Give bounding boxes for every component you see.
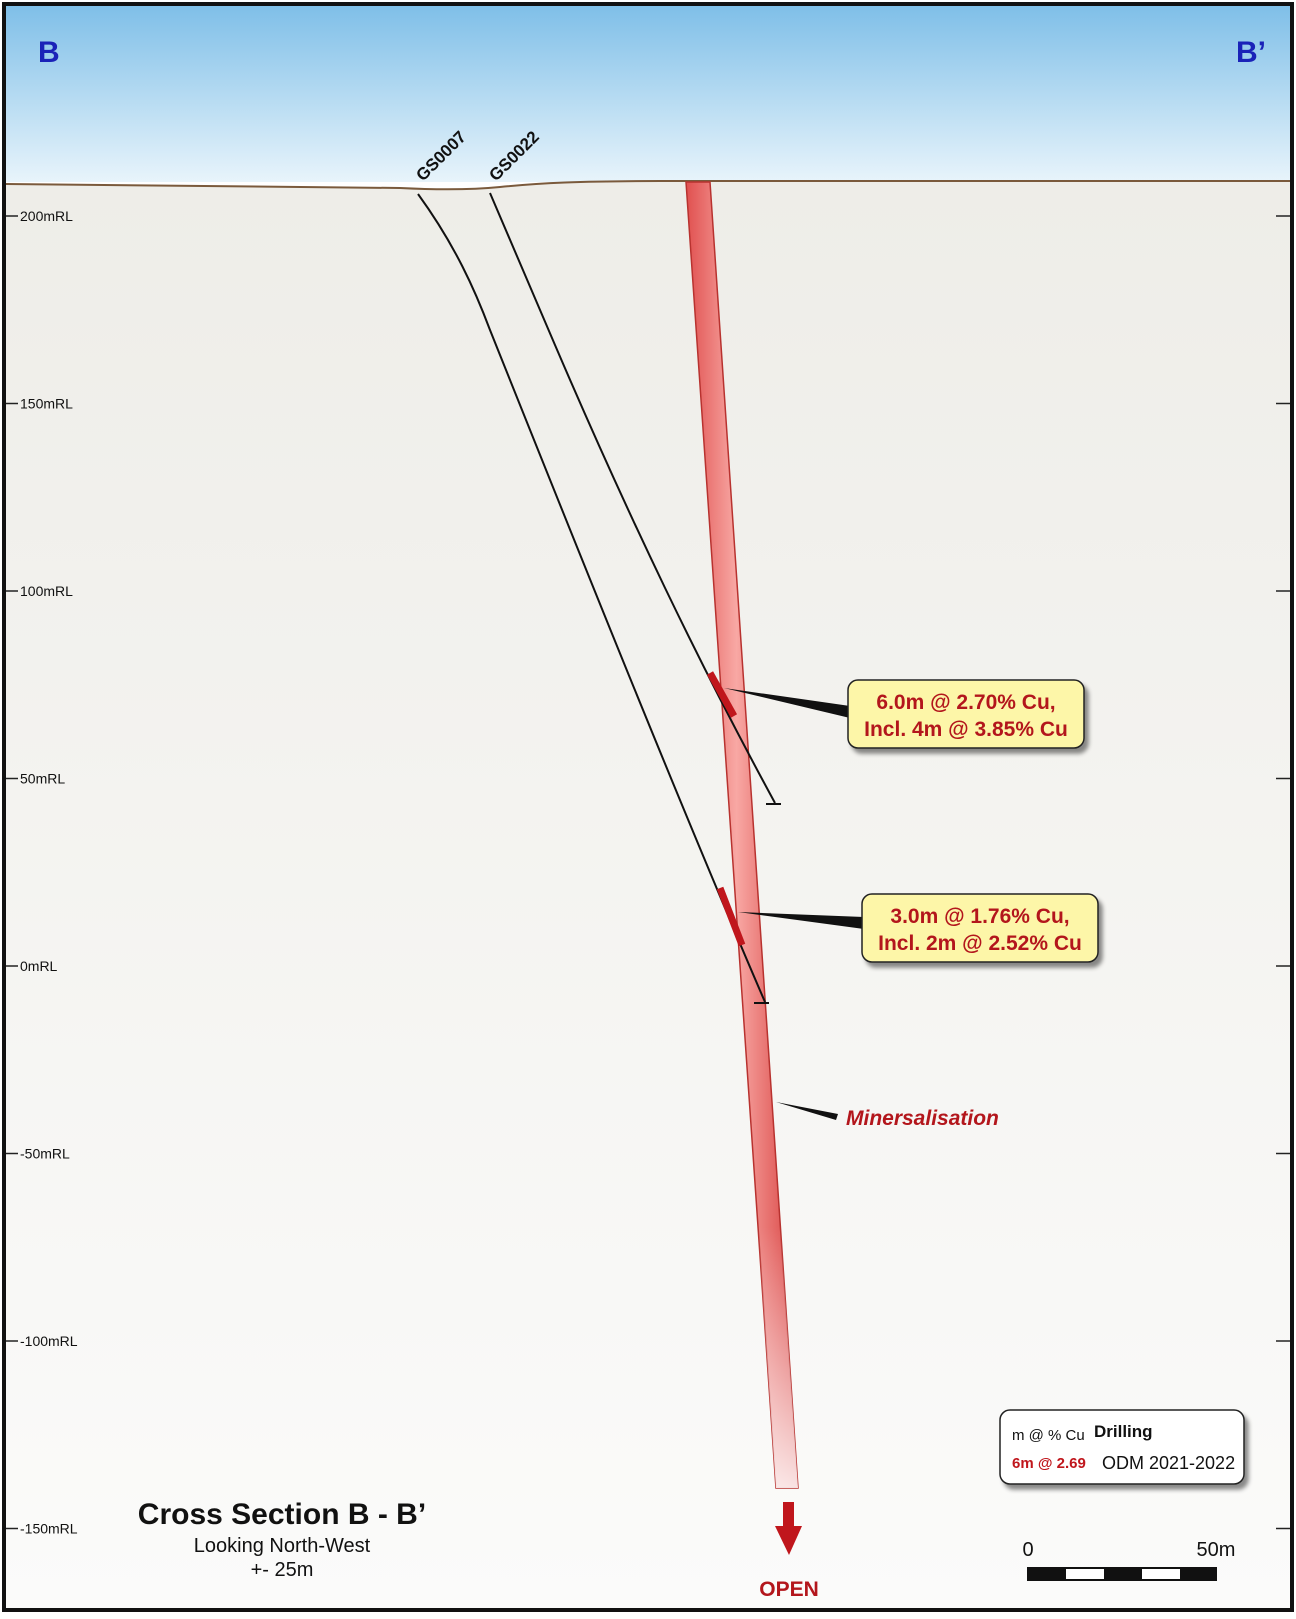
drillhole-trace	[489, 192, 776, 804]
ground-body	[6, 181, 1290, 1608]
elevation-axis-left: 200mRL 150mRL 100mRL 50mRL 0mRL -50mRL -100mRL…	[6, 208, 78, 1537]
elevation-tick-label: 50mRL	[20, 771, 65, 787]
legend-key-label: m @ % Cu	[1012, 1427, 1085, 1444]
mineralisation-zone-fade	[686, 182, 798, 1488]
drillhole-trace	[417, 193, 766, 1003]
elevation-tick-label: 0mRL	[20, 958, 58, 974]
intercept-callout-line: Incl. 4m @ 3.85% Cu	[864, 718, 1068, 741]
intercept-callout	[847, 679, 1085, 749]
sky-band	[6, 6, 1290, 182]
elevation-tick-label: 150mRL	[20, 396, 73, 412]
scale-bar-start-label: 0	[1022, 1539, 1033, 1561]
legend-program-label: ODM 2021-2022	[1102, 1453, 1235, 1473]
topographic-surface	[5, 180, 1290, 191]
section-width-note: +- 25m	[251, 1559, 314, 1581]
intercept-callout-line: 3.0m @ 1.76% Cu,	[890, 905, 1069, 928]
elevation-tick-label: -50mRL	[20, 1146, 70, 1162]
callout-leader	[738, 912, 864, 929]
elevation-tick-label: 200mRL	[20, 208, 73, 224]
scale-bar	[1027, 1567, 1217, 1581]
section-start-label: B	[38, 36, 60, 69]
mineralisation-leader	[776, 1102, 838, 1120]
mineralisation-label: Minersalisation	[846, 1107, 999, 1130]
intercept-callout-line: 6.0m @ 2.70% Cu,	[876, 691, 1055, 714]
open-arrow	[775, 1502, 802, 1555]
mineralisation-zone	[685, 181, 799, 1489]
legend-drilling-label: Drilling	[1094, 1422, 1153, 1441]
scale-bar-end-label: 50m	[1197, 1539, 1236, 1561]
section-end-label: B’	[1236, 36, 1266, 69]
elevation-axis-right	[1276, 215, 1290, 1530]
elevation-tick-label: 100mRL	[20, 583, 73, 599]
intercept-marker-gs0007	[716, 886, 746, 947]
elevation-tick-label: -150mRL	[20, 1521, 78, 1537]
intercept-marker-gs0022	[706, 671, 738, 718]
elevation-tick-label: -100mRL	[20, 1333, 78, 1349]
intercept-callout-line: Incl. 2m @ 2.52% Cu	[878, 932, 1082, 955]
callout-leader	[724, 688, 850, 718]
legend-example-value: 6m @ 2.69	[1012, 1455, 1086, 1472]
open-label: OPEN	[759, 1578, 819, 1601]
section-title: Cross Section B - B’	[138, 1498, 426, 1531]
section-subtitle: Looking North-West	[194, 1535, 371, 1557]
legend-box	[999, 1409, 1245, 1485]
intercept-callout	[861, 893, 1099, 963]
